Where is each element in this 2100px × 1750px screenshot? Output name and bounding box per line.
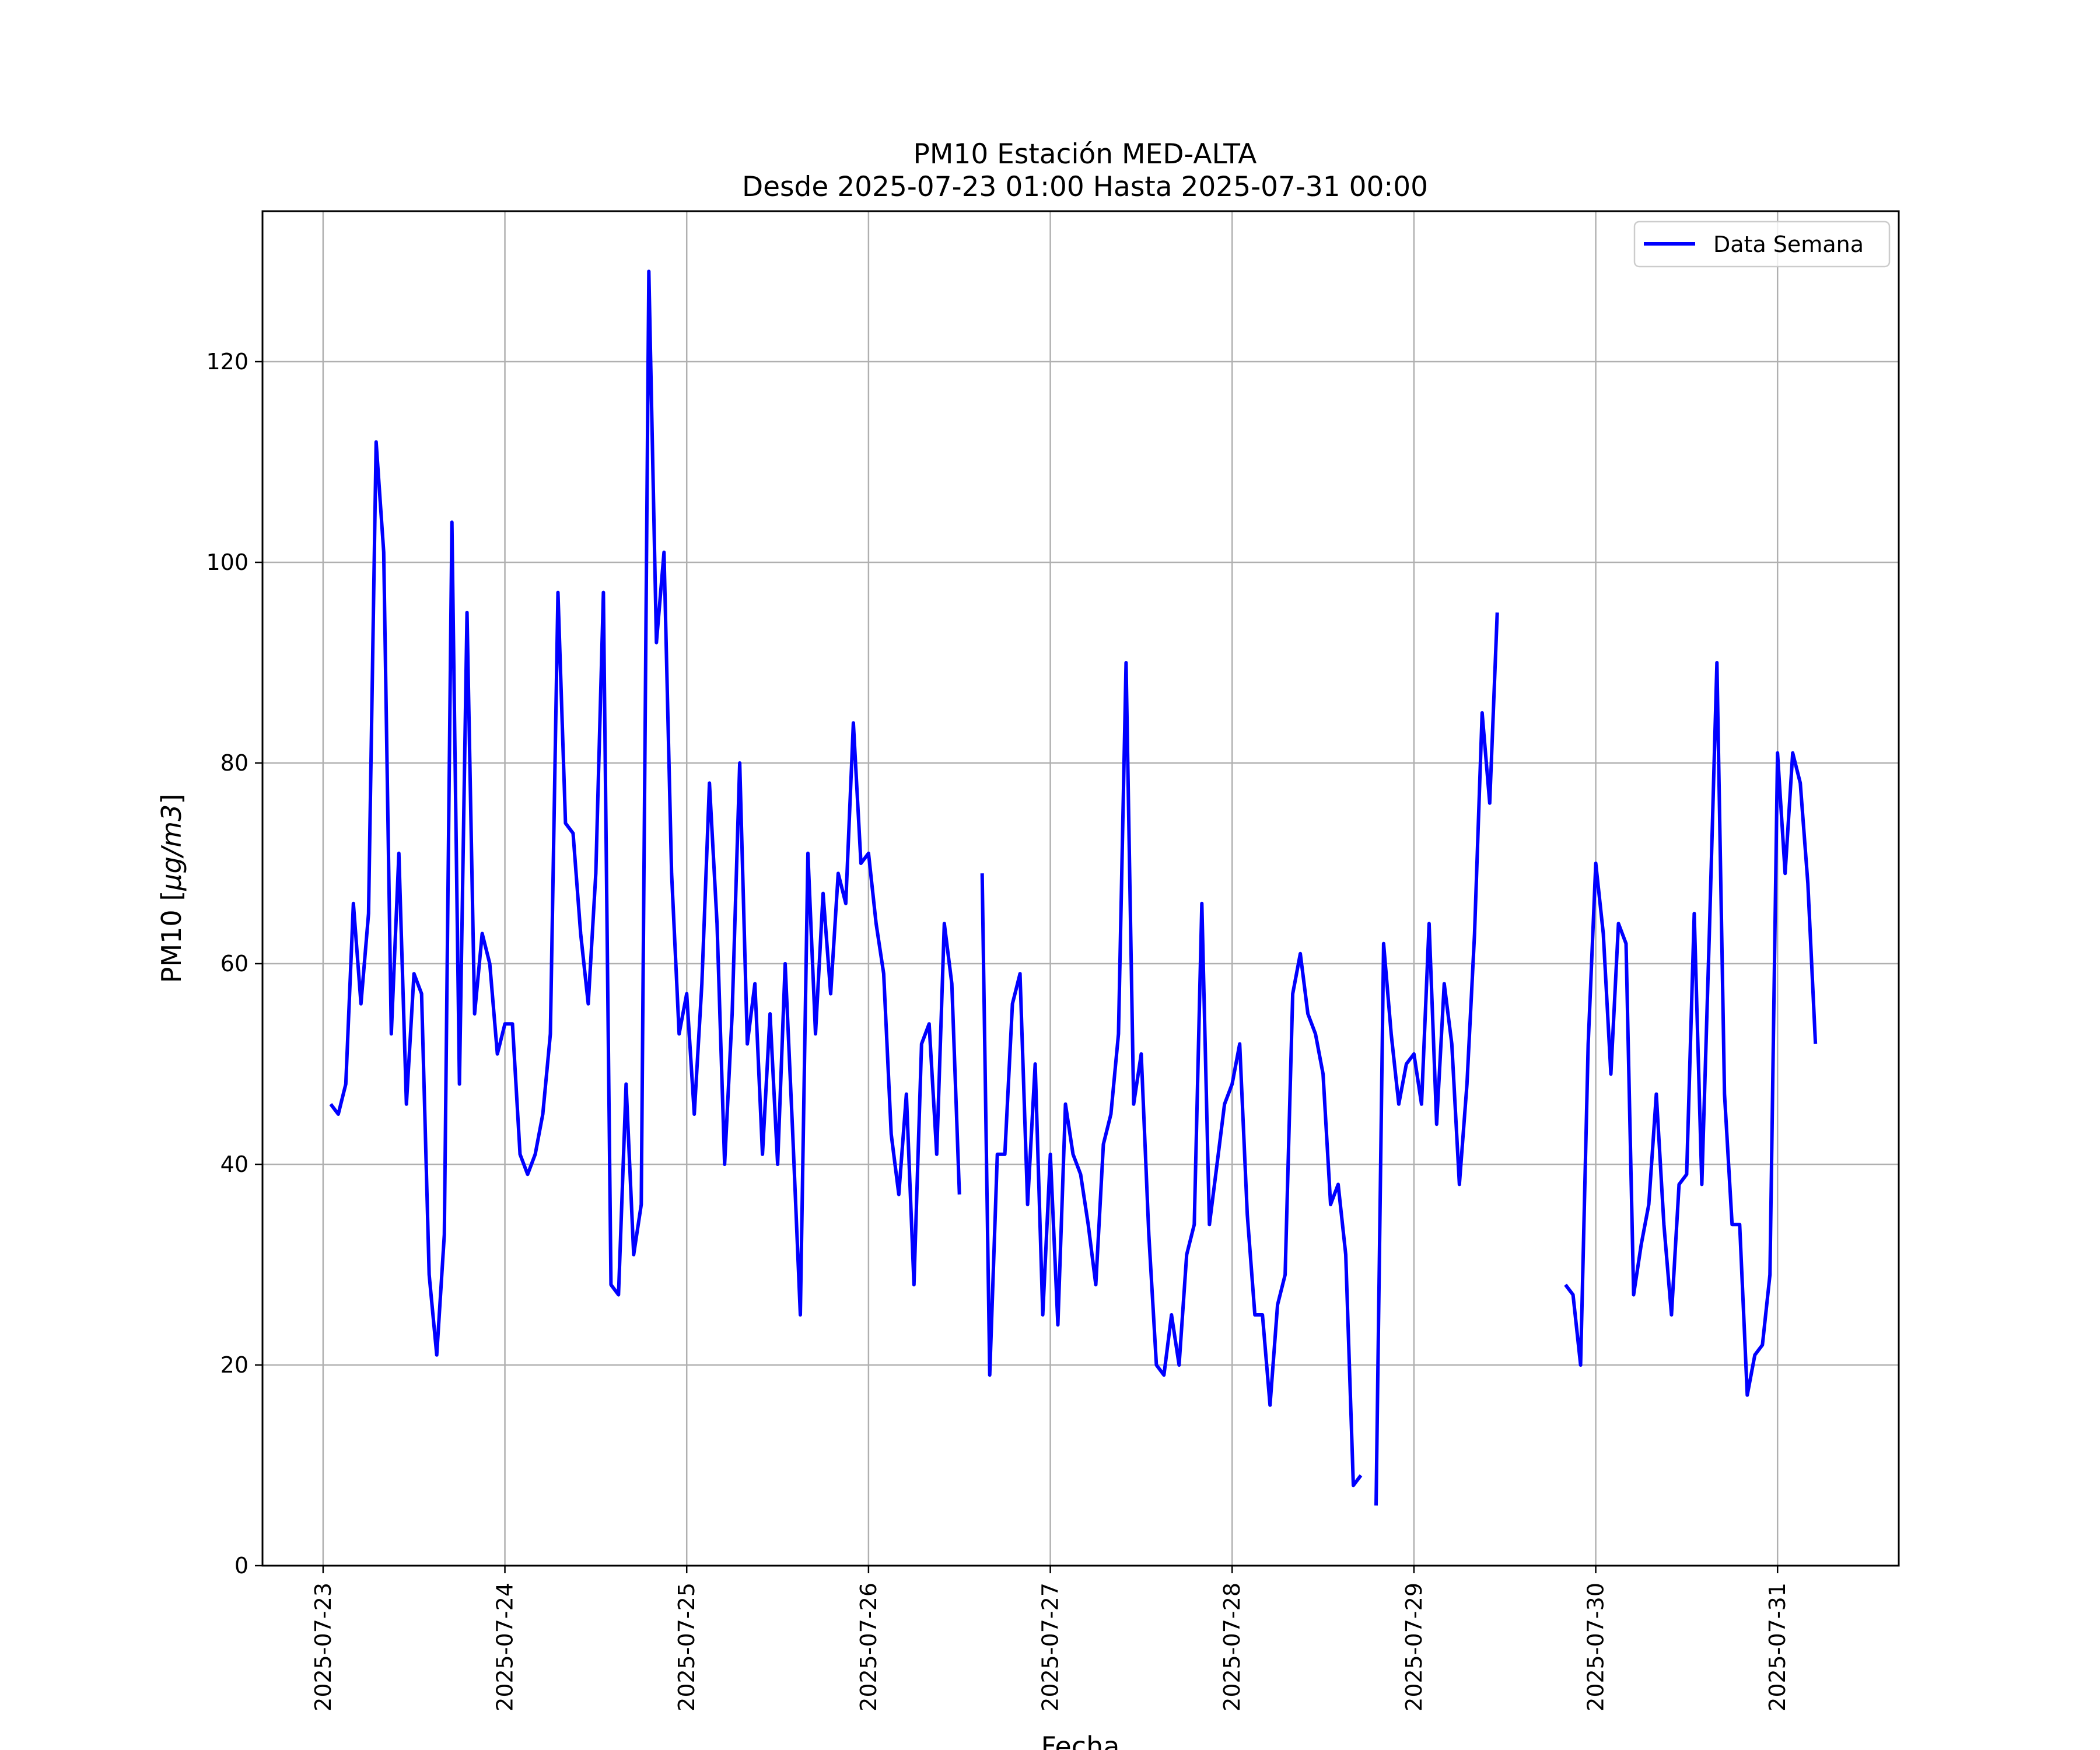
y-axis-ticks: 0 20 40 60 80 100 120 bbox=[206, 349, 262, 1578]
y-tick-label: 40 bbox=[220, 1152, 249, 1177]
x-tick-label: 2025-07-27 bbox=[1038, 1583, 1063, 1712]
x-tick-label: 2025-07-28 bbox=[1219, 1583, 1245, 1712]
x-tick-label: 2025-07-24 bbox=[492, 1583, 518, 1712]
x-tick-label: 2025-07-25 bbox=[674, 1583, 699, 1712]
y-axis-label-suffix: ] bbox=[156, 794, 187, 804]
legend: Data Semana bbox=[1633, 220, 1891, 268]
y-tick-label: 80 bbox=[220, 750, 249, 776]
y-tick-label: 120 bbox=[206, 349, 249, 374]
x-tick-label: 2025-07-26 bbox=[856, 1583, 881, 1712]
y-axis-label: PM10 [μg/m3] bbox=[156, 794, 187, 984]
x-tick-label: 2025-07-31 bbox=[1765, 1583, 1790, 1712]
series-lines bbox=[329, 270, 1818, 1506]
grid-lines bbox=[262, 211, 1899, 1567]
plot-frame bbox=[261, 210, 1900, 1567]
y-axis-label-prefix: PM10 [ bbox=[156, 891, 187, 984]
y-tick-label: 0 bbox=[235, 1553, 249, 1578]
y-tick-label: 20 bbox=[220, 1352, 249, 1378]
series-line-segment bbox=[329, 270, 961, 1357]
series-line-segment bbox=[980, 661, 1363, 1488]
chart-title: PM10 Estación MED-ALTA bbox=[914, 138, 1257, 170]
series-line-segment bbox=[1564, 661, 1818, 1397]
legend-label: Data Semana bbox=[1713, 232, 1864, 257]
series-line-segment bbox=[1374, 612, 1499, 1506]
chart-subtitle: Desde 2025-07-23 01:00 Hasta 2025-07-31 … bbox=[742, 171, 1428, 203]
y-axis-label-unit: μg/m3 bbox=[156, 804, 187, 891]
legend-box bbox=[1633, 220, 1891, 268]
y-tick-label: 60 bbox=[220, 951, 249, 977]
x-tick-label: 2025-07-23 bbox=[310, 1583, 336, 1712]
y-tick-label: 100 bbox=[206, 550, 249, 575]
x-axis-label: Fecha bbox=[1041, 1731, 1120, 1750]
x-axis-ticks: 2025-07-23 2025-07-24 2025-07-25 2025-07-26… bbox=[310, 1566, 1790, 1712]
x-tick-label: 2025-07-30 bbox=[1583, 1583, 1609, 1712]
x-tick-label: 2025-07-29 bbox=[1401, 1583, 1427, 1712]
